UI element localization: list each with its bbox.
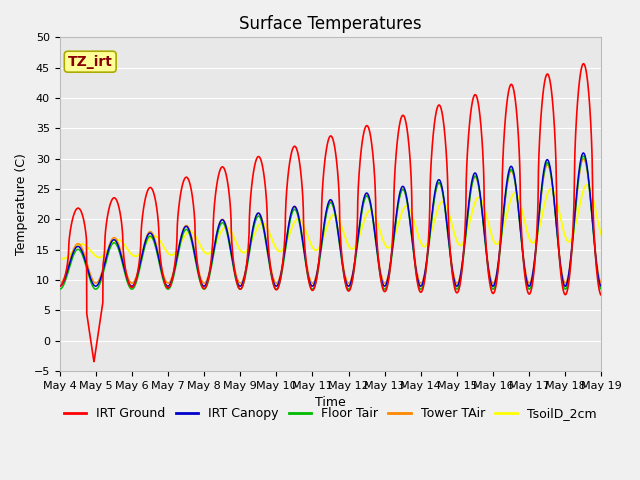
- Y-axis label: Temperature (C): Temperature (C): [15, 153, 28, 255]
- Legend: IRT Ground, IRT Canopy, Floor Tair, Tower TAir, TsoilD_2cm: IRT Ground, IRT Canopy, Floor Tair, Towe…: [59, 402, 602, 425]
- Title: Surface Temperatures: Surface Temperatures: [239, 15, 422, 33]
- Text: TZ_irt: TZ_irt: [68, 55, 113, 69]
- X-axis label: Time: Time: [315, 396, 346, 409]
